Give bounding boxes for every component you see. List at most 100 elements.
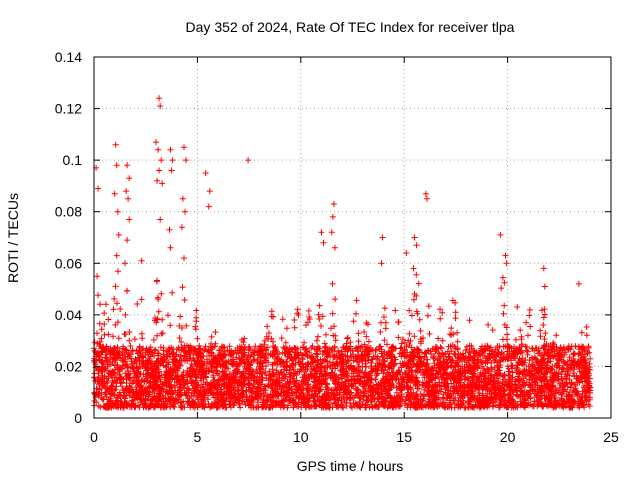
data-point	[169, 350, 176, 357]
data-point	[383, 373, 390, 380]
data-point	[510, 389, 517, 396]
data-point	[297, 366, 304, 373]
data-point	[381, 314, 387, 320]
data-point	[110, 379, 117, 386]
data-point	[463, 391, 470, 398]
data-point	[541, 311, 548, 318]
data-point	[193, 307, 200, 314]
data-point	[296, 395, 303, 402]
data-point	[526, 312, 533, 319]
data-point	[342, 380, 349, 387]
data-point	[222, 360, 229, 367]
data-point	[522, 343, 529, 350]
data-point	[384, 341, 390, 348]
data-point	[578, 329, 585, 336]
data-point	[98, 326, 105, 333]
data-point	[344, 334, 351, 341]
data-point	[420, 335, 426, 341]
data-point	[512, 336, 519, 343]
data-point	[361, 329, 368, 335]
data-point	[105, 316, 112, 323]
data-point	[350, 318, 357, 325]
data-point	[353, 401, 360, 408]
data-point	[97, 301, 103, 308]
data-point	[452, 351, 459, 358]
data-point	[121, 331, 128, 337]
data-point	[345, 377, 352, 384]
data-point	[363, 333, 370, 340]
data-point	[516, 375, 523, 382]
data-point	[160, 362, 167, 369]
data-point	[153, 278, 160, 285]
data-point	[96, 320, 103, 327]
data-point	[360, 373, 367, 380]
data-point	[221, 344, 228, 351]
data-point	[573, 375, 580, 382]
data-point	[499, 274, 506, 281]
data-point	[104, 357, 111, 364]
data-point	[145, 369, 152, 376]
data-point	[266, 330, 272, 336]
data-point	[111, 295, 118, 302]
data-point	[193, 318, 200, 325]
data-point	[137, 382, 143, 389]
data-point	[365, 321, 371, 328]
data-point	[278, 335, 285, 342]
data-point	[425, 303, 432, 310]
data-point	[368, 368, 375, 375]
data-point	[223, 364, 230, 371]
data-point	[126, 329, 133, 336]
data-point	[192, 326, 199, 333]
data-point	[392, 356, 399, 363]
data-point	[134, 301, 141, 307]
data-point	[261, 393, 268, 399]
data-point	[149, 350, 156, 357]
data-point	[381, 305, 388, 312]
data-point	[296, 383, 303, 390]
data-point	[279, 316, 286, 323]
data-point	[115, 335, 122, 342]
data-point	[375, 380, 382, 387]
data-point	[365, 338, 372, 345]
data-point	[110, 333, 116, 340]
data-point	[273, 367, 280, 374]
data-point	[165, 312, 171, 319]
data-point	[120, 392, 127, 399]
data-point	[449, 357, 456, 364]
data-point	[236, 401, 243, 408]
data-point	[455, 397, 462, 404]
data-point	[395, 334, 402, 341]
data-point	[124, 287, 131, 294]
data-point	[452, 368, 459, 375]
data-point	[403, 343, 410, 350]
data-point	[498, 285, 505, 292]
data-point	[230, 361, 237, 368]
data-point	[200, 381, 207, 388]
data-point	[416, 316, 423, 323]
data-point	[155, 368, 162, 375]
data-point	[138, 296, 145, 303]
data-point	[212, 343, 218, 350]
data-point	[437, 315, 444, 322]
data-point	[485, 321, 492, 328]
data-point	[491, 377, 497, 384]
data-point	[362, 363, 369, 370]
data-point	[430, 354, 437, 361]
data-point	[398, 340, 405, 347]
data-point	[154, 332, 160, 339]
data-point	[448, 325, 455, 332]
data-point	[318, 323, 324, 329]
data-point	[353, 297, 360, 304]
data-point	[112, 283, 119, 290]
data-point	[531, 398, 538, 405]
data-point	[234, 396, 241, 403]
data-point	[141, 378, 148, 385]
data-point	[512, 378, 519, 384]
data-point	[435, 390, 442, 397]
data-point	[564, 383, 571, 390]
data-point	[108, 390, 115, 397]
data-point	[158, 330, 165, 337]
data-point	[248, 359, 255, 365]
data-point	[300, 344, 307, 351]
data-point	[413, 292, 420, 299]
